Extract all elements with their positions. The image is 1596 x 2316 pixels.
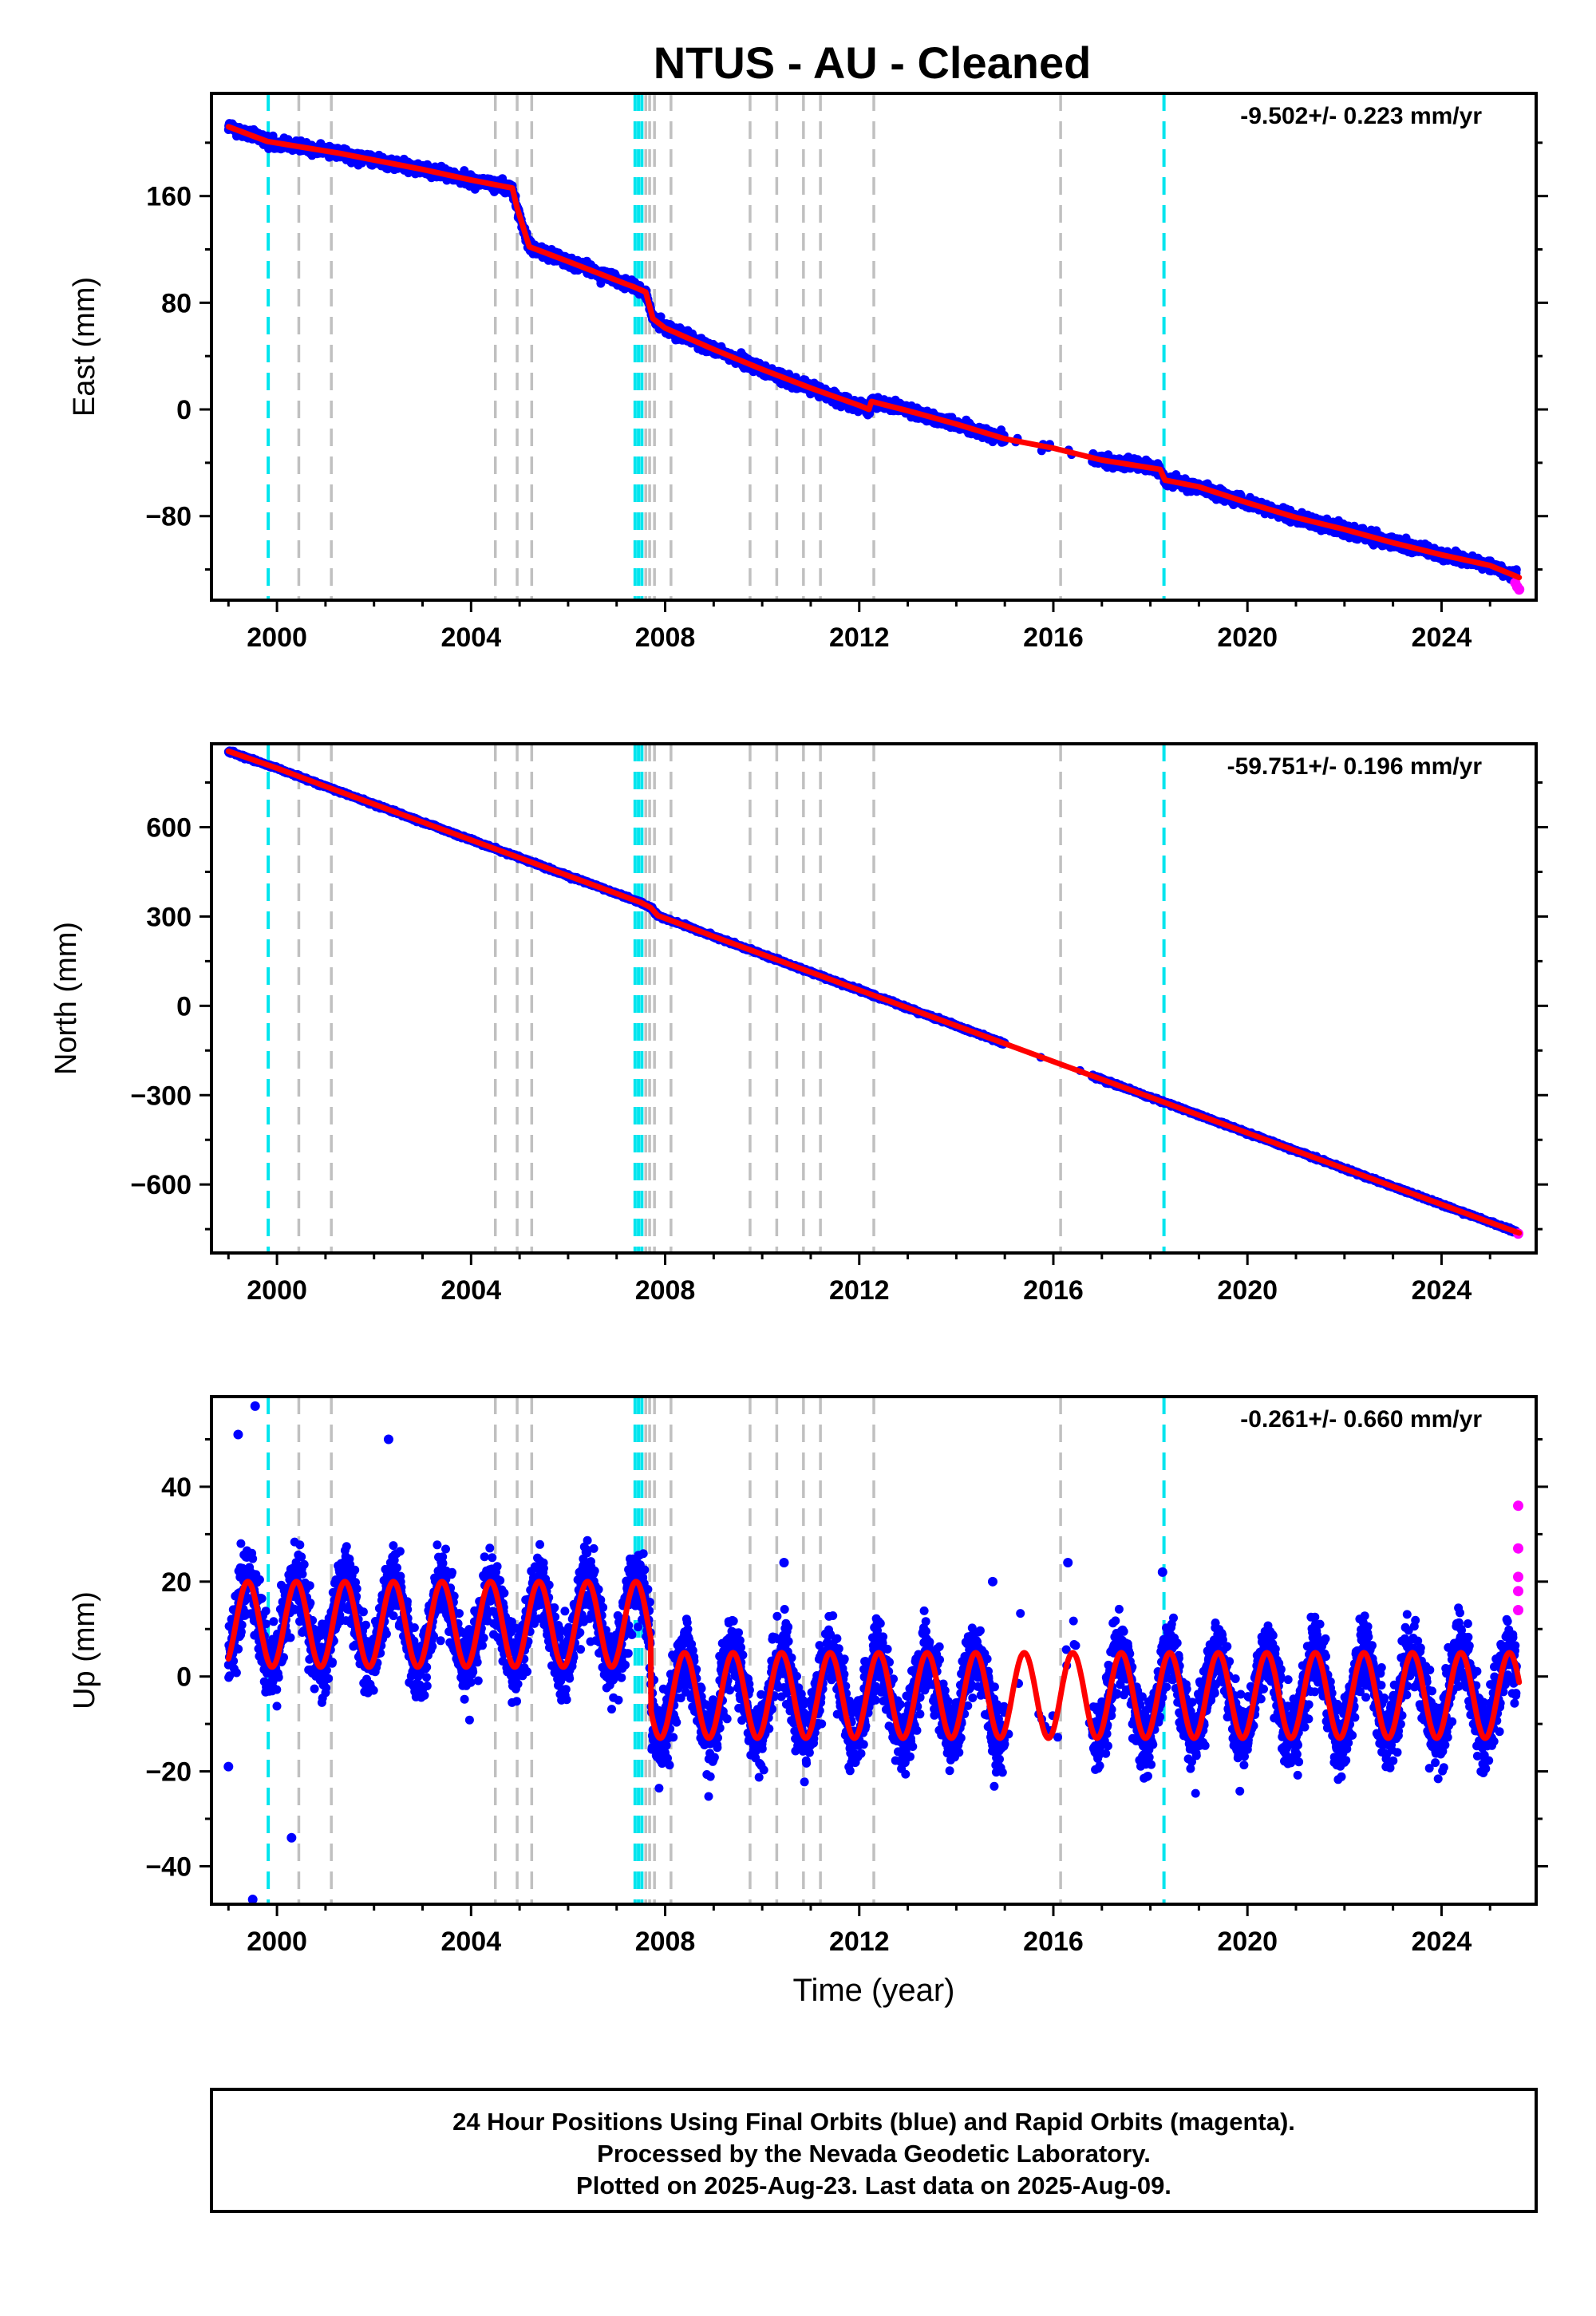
x-tick-label: 2024 [1412, 622, 1472, 653]
x-tick-label: 2016 [1023, 622, 1084, 653]
y-axis-label: East (mm) [68, 277, 101, 417]
x-tick-label: 2000 [247, 622, 307, 653]
plot-area [223, 93, 1525, 600]
x-tick-label: 2012 [829, 622, 890, 653]
rapid-orbit-point [1514, 584, 1525, 595]
panel-frame [210, 92, 1538, 602]
y-tick-label: 0 [176, 395, 192, 425]
y-tick-label: −80 [145, 502, 192, 532]
x-tick-label: 2004 [440, 622, 501, 653]
velocity-label: -9.502+/- 0.223 mm/yr [1240, 103, 1482, 129]
east-panel: 2000 2004 2008 2012 2016 2020 2024 −80 0 80 160 Eas… [68, 92, 1548, 653]
figure-title: NTUS - AU - Cleaned [654, 38, 1092, 88]
plot-area [223, 744, 1524, 1253]
north-panel: 2000 2004 2008 2012 2016 2020 2024−600−3000300… [49, 742, 1548, 1306]
x-tick-label: 2008 [635, 622, 696, 653]
final-orbit-point [1511, 565, 1521, 575]
x-tick-label: 2020 [1217, 622, 1278, 653]
y-tick-label: 160 [146, 182, 192, 212]
y-tick-label: 80 [161, 288, 192, 318]
model-fit-line [225, 124, 1523, 581]
